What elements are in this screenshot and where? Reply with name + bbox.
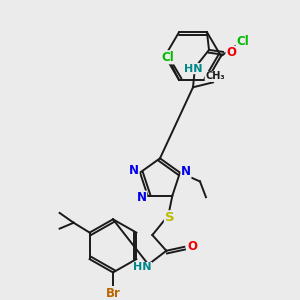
Text: N: N <box>137 191 147 204</box>
Text: S: S <box>164 211 174 224</box>
Text: O: O <box>187 240 197 253</box>
Text: CH₃: CH₃ <box>205 71 225 82</box>
Text: Br: Br <box>106 286 120 300</box>
Text: N: N <box>181 165 191 178</box>
Text: N: N <box>129 164 139 177</box>
Text: Cl: Cl <box>162 51 174 64</box>
Text: Cl: Cl <box>237 35 249 48</box>
Text: HN: HN <box>133 262 152 272</box>
Text: O: O <box>226 46 236 59</box>
Text: HN: HN <box>184 64 202 74</box>
